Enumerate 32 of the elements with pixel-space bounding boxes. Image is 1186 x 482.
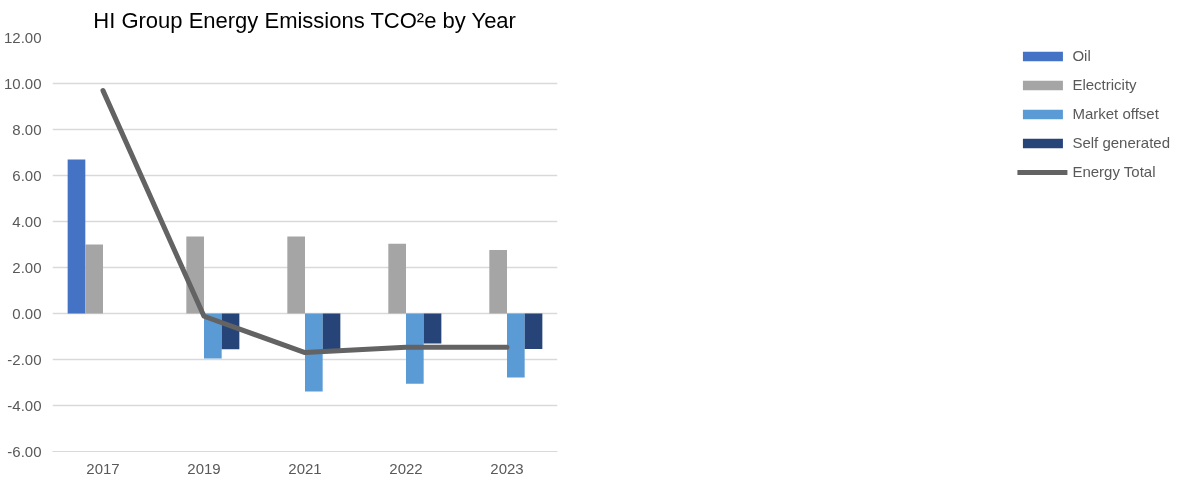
bar bbox=[406, 313, 424, 384]
y-tick-label: 10.00 bbox=[3, 74, 42, 92]
y-tick-label: -6.00 bbox=[7, 442, 42, 460]
bar bbox=[423, 313, 442, 344]
y-tick-label: 8.00 bbox=[12, 120, 42, 138]
y-tick-label: 0.00 bbox=[12, 304, 42, 322]
chart-title: HI Group Energy Emissions TCO²e by Year bbox=[93, 7, 516, 33]
x-tick-label: 2021 bbox=[288, 459, 322, 477]
y-tick-label: 12.00 bbox=[3, 28, 42, 46]
y-tick-label: 4.00 bbox=[12, 212, 42, 230]
x-tick-label: 2023 bbox=[490, 459, 524, 477]
legend-label: Self generated bbox=[1072, 134, 1170, 151]
bar bbox=[322, 313, 341, 350]
bar bbox=[305, 313, 323, 392]
bar bbox=[489, 250, 507, 314]
bar bbox=[67, 159, 86, 314]
legend-label: Energy Total bbox=[1072, 163, 1156, 180]
bar bbox=[507, 313, 525, 378]
legend-label: Market offset bbox=[1072, 105, 1159, 122]
bar bbox=[524, 313, 543, 349]
y-tick-label: 6.00 bbox=[12, 166, 42, 184]
x-tick-label: 2019 bbox=[187, 459, 221, 477]
y-tick-label: -2.00 bbox=[7, 350, 42, 368]
legend-label: Electricity bbox=[1072, 76, 1137, 93]
legend-label: Oil bbox=[1072, 47, 1092, 64]
bar bbox=[287, 236, 305, 314]
x-tick-label: 2022 bbox=[389, 459, 423, 477]
y-tick-label: 2.00 bbox=[12, 258, 42, 276]
bar bbox=[85, 244, 103, 314]
x-tick-label: 2017 bbox=[86, 459, 120, 477]
bar bbox=[388, 243, 406, 314]
y-tick-label: -4.00 bbox=[7, 396, 42, 414]
